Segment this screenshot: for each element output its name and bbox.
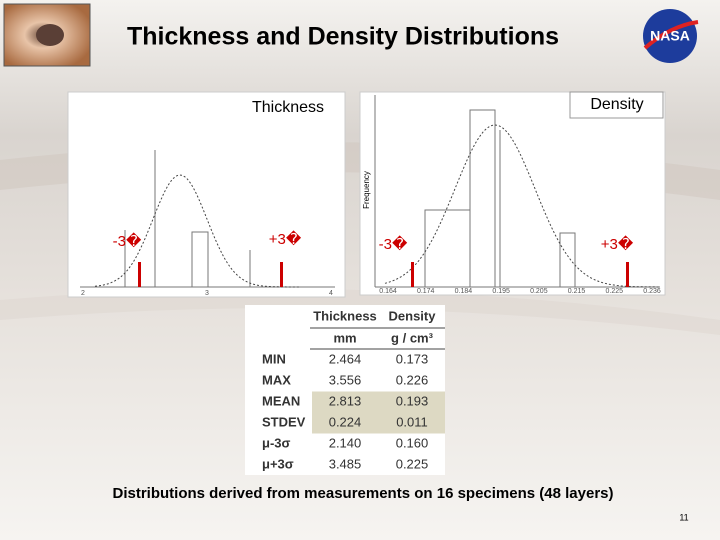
table-cell: 0.160 (396, 435, 429, 450)
table-cell: 0.224 (329, 414, 362, 429)
column-unit: g / cm³ (391, 330, 434, 345)
x-tick-label: 0.215 (568, 288, 586, 295)
upper-marker (626, 262, 629, 287)
lower-marker (138, 262, 141, 287)
upper-label: +3� (269, 230, 302, 248)
x-tick-label: 0.174 (417, 288, 435, 295)
table-background (245, 305, 445, 475)
slide-title: Thickness and Density Distributions (127, 23, 559, 51)
row-header: μ-3σ (262, 435, 291, 450)
lower-label: -3� (379, 235, 408, 253)
histogram-outline (80, 150, 335, 288)
y-axis-label: Frequency (362, 171, 371, 209)
table-cell: 2.464 (329, 351, 362, 366)
page-number: 11 (679, 512, 688, 522)
row-header: MAX (262, 372, 291, 387)
table-cell: 2.813 (329, 393, 362, 408)
figure-label-box (569, 91, 664, 119)
figure-label: Thickness (252, 99, 324, 116)
column-header: Thickness (313, 308, 377, 323)
logo-swoosh (643, 20, 699, 50)
upper-marker (280, 262, 283, 287)
row-header: MEAN (262, 393, 300, 408)
normal-curve (384, 124, 659, 288)
figure-frame (359, 91, 666, 296)
normal-curve (94, 174, 299, 288)
table-cell: 0.011 (396, 414, 428, 429)
x-tick-label: 0.195 (492, 288, 510, 295)
table-cell: 3.485 (329, 456, 362, 471)
row-header: μ+3σ (262, 456, 294, 471)
logo (643, 9, 697, 63)
x-tick-label: 0.184 (455, 288, 473, 295)
table-cell: 2.140 (329, 435, 362, 450)
lower-label: -3� (113, 232, 142, 250)
row-header: STDEV (262, 414, 306, 429)
row-header: MIN (262, 351, 286, 366)
x-tick-label: 0.205 (530, 288, 548, 295)
column-unit: mm (333, 330, 356, 345)
histogram-outline (374, 95, 660, 288)
lower-marker (411, 262, 414, 287)
column-header: Density (389, 308, 437, 323)
table-cell: 0.173 (396, 351, 429, 366)
x-tick-label: 0.236 (643, 288, 661, 295)
streak (0, 288, 720, 335)
x-tick-label: 0.225 (606, 288, 624, 295)
table-cell: 0.225 (396, 456, 429, 471)
figure-frame (67, 91, 346, 298)
table-cell: 0.226 (396, 372, 429, 387)
upper-label: +3� (601, 235, 634, 253)
row-highlight (312, 391, 445, 413)
x-tick-label: 0.164 (379, 288, 397, 295)
logo-text: NASA (650, 28, 690, 44)
figure-label: Density (590, 96, 643, 113)
row-highlight (312, 412, 445, 434)
caption: Distributions derived from measurements … (112, 485, 613, 502)
table-cell: 0.193 (396, 393, 429, 408)
table-cell: 3.556 (329, 372, 362, 387)
x-tick-label: 4 (329, 290, 333, 297)
x-tick-label: 2 (81, 290, 85, 297)
header-image-detail (36, 24, 64, 46)
x-tick-label: 3 (205, 290, 209, 297)
